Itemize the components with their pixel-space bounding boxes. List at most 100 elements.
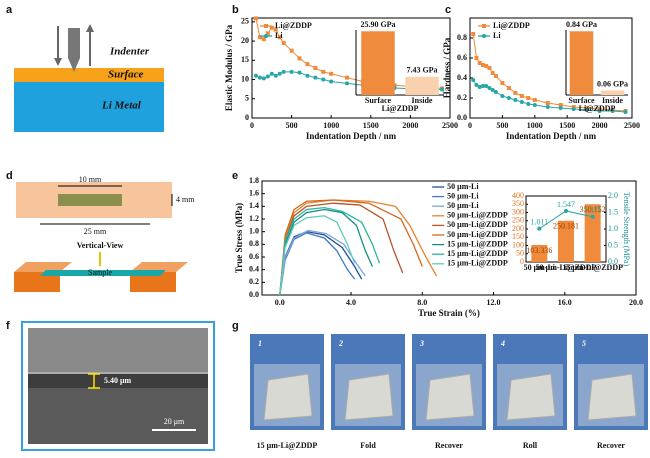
region [28,328,208,372]
panel-label: a [6,4,13,16]
marker [500,81,505,85]
sem-image: 5.40 μm 20 μm [21,321,215,451]
legend-label: 50 μm-Li@ZDDP [447,211,508,220]
legend-label: 50 μm-Li@ZDDP [447,220,508,229]
marker [345,81,350,86]
y-tick-label: 1.2 [249,214,259,223]
x-tick-label: 0.0 [275,298,285,307]
marker [253,73,258,78]
marker [474,83,479,87]
y-tick-label: 15 [241,55,249,64]
panel-label: f [6,320,10,332]
marker [484,84,489,88]
surface-layer [14,68,164,82]
marker [519,94,524,98]
y2-tick-label: 0.5 [608,240,618,249]
x-tick-label: Surface [365,96,392,105]
y-tick-label: 1.4 [249,201,259,210]
y-tick-label: 0.0 [249,290,259,299]
panel-label: e [232,170,238,182]
photo-number: 2 [338,339,343,348]
label: Surface [108,69,144,81]
panel-label: b [232,4,239,16]
label: Sample [88,268,112,277]
legend-label: 50 μm-Li@ZDDP [447,230,508,239]
legend-marker [482,24,486,28]
clamp [14,262,72,272]
y-tick-label: 400 [512,191,524,200]
marker [261,76,266,81]
value-label: 7.43 GPa [406,66,437,75]
legend-label: Li@ZDDP [493,21,530,30]
y-tick-label: 10 [241,74,249,83]
x-tick-label: 1000 [323,121,339,130]
marker [526,102,531,106]
legend-label: 50 μm-Li [447,201,479,210]
x-tick-label: Inside [412,96,433,105]
x-tick-label: 12.0 [487,298,501,307]
marker [480,84,485,88]
x-tick-label: 1500 [363,121,379,130]
marker [487,86,492,90]
photo-number: 1 [258,339,262,348]
foil [506,373,556,421]
x-tick-label: 2500 [624,121,640,130]
marker [253,16,258,21]
arrow-head [54,58,62,66]
marker [584,108,589,112]
panel-label: g [232,320,239,332]
x-tick-label: 20.0 [629,298,643,307]
x-tick-label: 500 [496,121,508,130]
marker [513,98,518,102]
x-axis-title: Indentation Depth / nm [306,131,397,141]
x-tick-label: 4.0 [346,298,356,307]
marker [480,63,485,67]
marker [289,69,294,74]
bar [361,31,395,95]
y-tick-label: 25 [241,17,249,26]
legend-label: Li [275,31,283,40]
y-tick-label: 300 [512,207,524,216]
bar [405,76,439,95]
x-tick-label: Inside [602,96,623,105]
marker [261,37,266,42]
arrow-head [86,24,94,32]
y-tick-label: 1.6 [249,188,259,197]
plot-frame [469,17,633,119]
marker [277,71,282,76]
photo-number: 3 [419,339,424,348]
y-tick-label: 0.0 [457,113,467,122]
dim-label: 10 mm [79,175,102,184]
value-label: 1.371 [584,206,602,215]
legend-marker [264,34,268,38]
y-tick-label: 0 [245,113,249,122]
marker [313,75,318,80]
metal-layer [14,82,164,132]
value-label: 103.336 [526,246,552,255]
marker [329,71,334,76]
legend-label: Li@ZDDP [275,21,312,30]
marker [490,88,495,92]
series-line [279,202,404,296]
clamp [130,272,176,292]
y-axis-title: True Stress (MPa) [234,203,244,273]
x-tick-label: 2000 [402,121,418,130]
photo-caption: 15 μm-Li@ZDDP [257,441,318,450]
gauge [58,194,122,206]
series-line [279,208,374,296]
y-tick-label: 1.8 [249,176,259,185]
label: Indenter [109,46,150,58]
marker [519,100,524,104]
marker [440,87,445,92]
series-line [279,232,356,296]
x-tick-label: 1000 [527,121,543,130]
marker [297,70,302,75]
marker [281,41,286,45]
plot-frame [251,17,451,119]
y-tick-label: 0.8 [457,33,467,42]
y-axis-title: Hardness / GPa [442,37,452,98]
series-line [279,199,438,296]
y-tick-label: 150 [512,232,524,241]
marker [329,79,334,84]
bar [584,204,601,262]
